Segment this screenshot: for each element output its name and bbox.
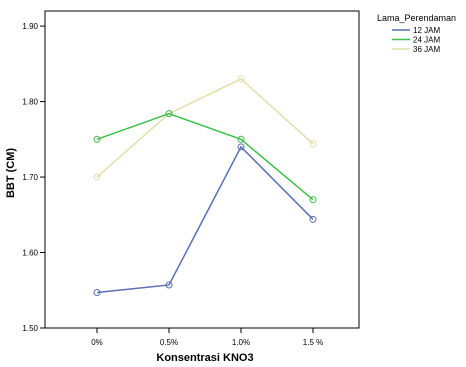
y-axis-ticks: 1.50 1.60 1.70 1.80 1.90 bbox=[22, 22, 45, 333]
data-point-marker bbox=[93, 173, 101, 181]
x-tick-label: 0.5% bbox=[160, 338, 178, 347]
series-line bbox=[96, 145, 314, 294]
data-point-marker bbox=[309, 215, 317, 223]
y-tick-label: 1.70 bbox=[22, 173, 38, 182]
x-axis-title: Konsentrasi KNO3 bbox=[156, 352, 253, 364]
data-point-marker bbox=[237, 75, 245, 83]
series-layer bbox=[93, 75, 317, 297]
y-tick-label: 1.60 bbox=[22, 249, 38, 258]
legend-label: 12 JAM bbox=[413, 26, 440, 35]
x-tick-label: 0% bbox=[91, 338, 103, 347]
data-point-marker bbox=[165, 110, 173, 118]
y-tick-label: 1.80 bbox=[22, 98, 38, 107]
data-point-marker bbox=[165, 281, 173, 289]
legend-label: 24 JAM bbox=[413, 36, 440, 45]
data-point-marker bbox=[309, 196, 317, 204]
legend-title: Lama_Perendaman bbox=[377, 13, 456, 23]
data-point-marker bbox=[93, 289, 101, 297]
y-tick-label: 1.50 bbox=[22, 324, 38, 333]
x-tick-label: 1.0% bbox=[232, 338, 250, 347]
plot-frame bbox=[44, 10, 360, 329]
y-axis-title: BBT (CM) bbox=[5, 148, 17, 198]
data-point-marker bbox=[93, 135, 101, 143]
x-axis-ticks: 0% 0.5% 1.0% 1.5 % bbox=[91, 328, 323, 347]
x-tick-label: 1.5 % bbox=[303, 338, 323, 347]
y-tick-label: 1.90 bbox=[22, 22, 38, 31]
legend-label: 36 JAM bbox=[413, 45, 440, 54]
series-line bbox=[96, 78, 314, 178]
series-line bbox=[96, 112, 314, 201]
data-point-marker bbox=[237, 143, 245, 151]
data-point-marker bbox=[309, 140, 317, 148]
data-point-marker bbox=[237, 135, 245, 143]
